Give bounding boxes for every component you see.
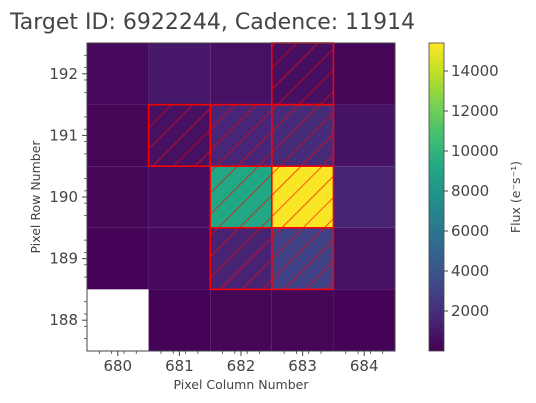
aperture-mask-pixel [271,42,335,106]
y-tick-label: 189 [49,250,78,268]
aperture-mask-overlay [147,42,335,291]
x-tick-label: 682 [227,357,256,375]
heatmap-cell [333,104,395,167]
x-tick-label: 684 [350,357,379,375]
x-axis-ticks: 680 681 682 683 684 [98,351,384,375]
chart-title: Target ID: 6922244, Cadence: 11914 [9,10,415,35]
heatmap-cell [333,289,395,351]
colorbar-tick-label: 8000 [451,182,489,200]
aperture-mask-pixel [209,165,273,229]
heatmap-cell [148,289,211,351]
y-tick-label: 191 [49,126,78,144]
heatmap-cell [87,289,149,351]
heatmap-cell [87,227,149,290]
colorbar-ticks: 2000 4000 6000 8000 10000 12000 14000 [444,62,499,320]
x-tick-label: 683 [288,357,317,375]
aperture-mask-pixel [147,103,211,167]
colorbar-tick-label: 2000 [451,302,489,320]
aperture-mask-pixel [271,165,335,229]
y-tick-label: 190 [49,188,78,206]
heatmap-cell [271,289,334,351]
heatmap-cell [333,43,395,105]
heatmap-cell [87,43,149,105]
heatmap-cell [210,43,272,105]
colorbar-label: Flux (e⁻s⁻¹) [508,161,523,233]
heatmap-cell [333,227,395,290]
heatmap-cell [87,104,149,167]
colorbar-tick-label: 14000 [451,62,499,80]
colorbar-tick-label: 12000 [451,102,499,120]
x-tick-label: 681 [165,357,194,375]
y-axis-label: Pixel Row Number [28,140,43,254]
colorbar-tick-label: 10000 [451,142,499,160]
heatmap-cell [333,166,395,228]
heatmap-cell [148,43,211,105]
aperture-mask-pixel [271,227,335,291]
y-tick-label: 192 [49,65,78,83]
colorbar-tick-label: 4000 [451,262,489,280]
aperture-mask-pixel [271,103,335,167]
y-tick-label: 188 [49,311,78,329]
y-axis-ticks: 188 189 190 191 192 [49,54,87,340]
heatmap-cell [210,289,272,351]
colorbar-tick-label: 6000 [451,222,489,240]
x-tick-label: 680 [103,357,132,375]
aperture-mask-pixel [209,103,273,167]
heatmap-cell [148,166,211,228]
aperture-mask-pixel [209,227,273,291]
x-axis-label: Pixel Column Number [174,377,310,392]
heatmap-cell [148,227,211,290]
colorbar [428,42,445,352]
heatmap-cell [87,166,149,228]
